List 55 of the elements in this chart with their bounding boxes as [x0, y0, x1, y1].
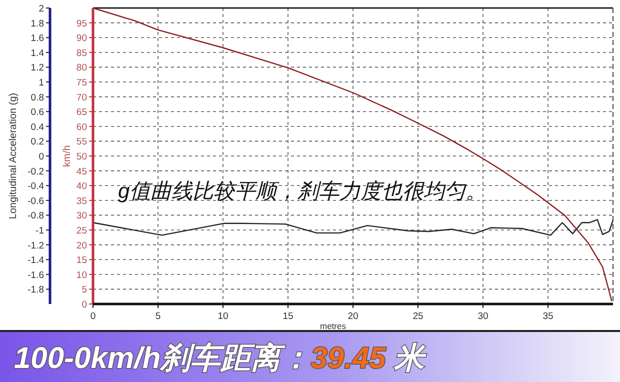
y-tick-label: 0	[38, 152, 44, 162]
y-tick-label: 2	[38, 4, 44, 14]
y2-tick-label: 70	[76, 92, 87, 104]
x-tick-label: 10	[218, 311, 228, 322]
y-tick-label: -0.2	[28, 166, 44, 178]
x-tick-label: 15	[282, 311, 294, 322]
y-tick-label: 1.2	[30, 62, 44, 74]
y2-tick-label: 95	[76, 18, 87, 30]
y-tick-label: -1.6	[28, 270, 44, 281]
y2-tick-label: 50	[76, 152, 87, 162]
y2-tick-label: 15	[76, 255, 87, 266]
y-tick-label: 0.4	[30, 122, 44, 133]
y-tick-label: 1.4	[30, 48, 44, 59]
y-tick-label: -0.4	[28, 181, 44, 192]
y-tick-label: -1.8	[28, 284, 44, 296]
y-tick-label: 1.6	[30, 33, 44, 44]
line-series	[92, 7, 612, 302]
y2-tick-label: 60	[76, 122, 87, 133]
y2-tick-label: 35	[76, 196, 87, 207]
y2-tick-label: 20	[76, 240, 87, 252]
line-series	[92, 219, 614, 236]
x-tick-label: 20	[348, 311, 358, 322]
y2-tick-label: 80	[76, 62, 87, 74]
y2-tick-label: 10	[76, 270, 87, 281]
y2-axis-title: km/h	[62, 145, 73, 167]
y2-tick-label: 5	[82, 284, 87, 296]
y2-tick-label: 40	[76, 181, 87, 192]
y-tick-label: 0.6	[30, 107, 44, 118]
y2-tick-label: 30	[76, 210, 87, 222]
y-tick-label: -1	[36, 226, 44, 236]
y-tick-label: 1	[38, 78, 44, 88]
text: 100-0km/h刹车距离：39.45 米	[14, 341, 428, 375]
y-tick-label: -0.6	[28, 196, 44, 207]
y-tick-label: -0.8	[28, 210, 44, 222]
y-tick-label: -1.4	[28, 255, 44, 266]
y-tick-label: 0.8	[30, 92, 44, 104]
y-tick-label: 1.8	[30, 18, 44, 30]
y2-tick-label: 45	[76, 166, 87, 178]
y-tick-label: -1.2	[28, 240, 44, 252]
y-tick-label: 0.2	[30, 136, 44, 148]
y2-tick-label: 90	[76, 33, 87, 44]
x-axis-title: metres	[320, 321, 346, 331]
y2-tick-label: 25	[76, 226, 87, 236]
y2-tick-label: 65	[76, 107, 87, 118]
x-tick-label: 5	[155, 311, 161, 322]
x-tick-label: 30	[478, 311, 488, 322]
y2-tick-label: 75	[76, 78, 87, 88]
y2-tick-label: 55	[76, 136, 87, 148]
x-tick-label: 0	[90, 311, 96, 322]
x-tick-label: 35	[542, 311, 554, 322]
y2-tick-label: 0	[82, 300, 87, 310]
y2-tick-label: 85	[76, 48, 87, 59]
annotation: g值曲线比较平顺，刹车力度也很均匀。	[118, 180, 487, 203]
y-axis-title: Longitudinal Acceleration (g)	[8, 92, 19, 220]
x-tick-label: 25	[412, 311, 424, 322]
